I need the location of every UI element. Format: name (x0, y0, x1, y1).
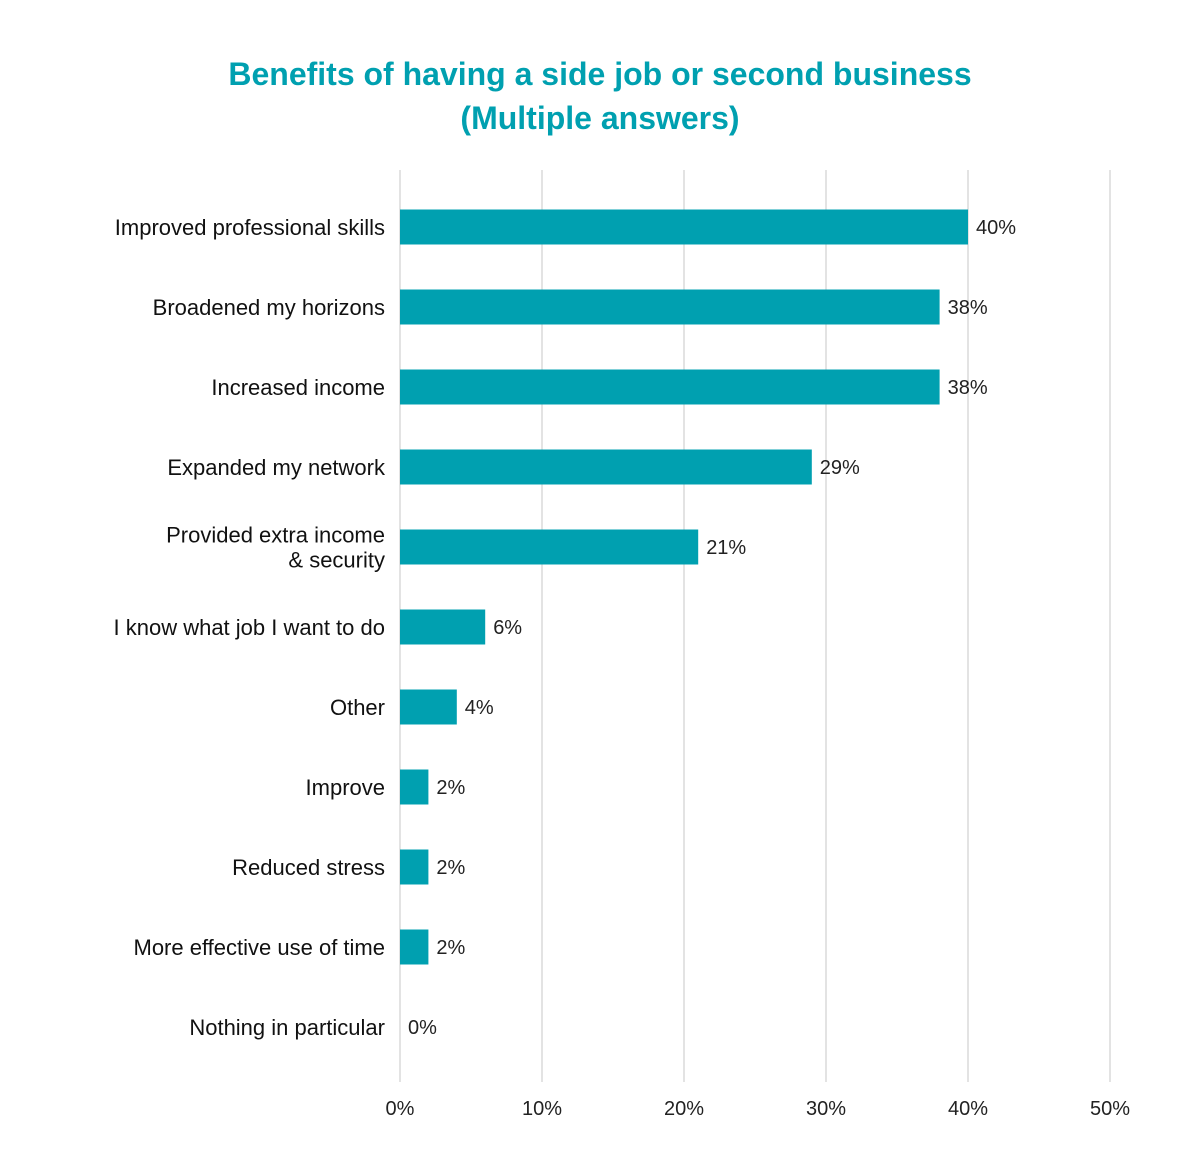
value-label: 2% (436, 937, 465, 959)
value-label: 2% (436, 857, 465, 879)
x-tick-label: 10% (522, 1098, 562, 1120)
category-label: Nothing in particular (189, 1015, 385, 1040)
value-label: 2% (436, 777, 465, 799)
category-label: & security (288, 548, 385, 573)
value-labels: 40% 38% 38% 29% 21% 6% 4% 2% 2% 2% 0% (408, 217, 1016, 1039)
value-label: 6% (493, 617, 522, 639)
category-label: Improved professional skills (115, 215, 385, 240)
bar (400, 529, 699, 565)
value-label: 40% (976, 217, 1016, 239)
bar (400, 849, 429, 885)
category-label: Reduced stress (232, 855, 385, 880)
x-tick-label: 50% (1090, 1098, 1130, 1120)
bar (400, 209, 968, 245)
value-label: 38% (948, 297, 988, 319)
bar (400, 449, 812, 485)
x-tick-label: 30% (806, 1098, 846, 1120)
category-label: More effective use of time (134, 935, 386, 960)
bar (400, 289, 940, 325)
category-label: I know what job I want to do (114, 615, 386, 640)
bar (400, 929, 429, 965)
value-label: 0% (408, 1017, 437, 1039)
bar (400, 689, 457, 725)
category-label: Increased income (211, 375, 385, 400)
category-labels: Improved professional skills Broadened my… (114, 215, 386, 1040)
x-tick-label: 20% (664, 1098, 704, 1120)
bars (400, 209, 968, 965)
bar (400, 369, 940, 405)
value-label: 29% (820, 457, 860, 479)
category-label: Other (330, 695, 385, 720)
value-label: 4% (465, 697, 494, 719)
category-label: Broadened my horizons (153, 295, 385, 320)
x-tick-label: 0% (386, 1098, 415, 1120)
x-tick-label: 40% (948, 1098, 988, 1120)
category-label: Improve (306, 775, 385, 800)
bar (400, 769, 429, 805)
chart-subtitle-line: (Multiple answers) (460, 100, 740, 136)
value-label: 38% (948, 377, 988, 399)
value-label: 21% (706, 537, 746, 559)
chart-title: Benefits of having a side job or second … (0, 52, 1200, 140)
category-label: Expanded my network (167, 455, 386, 480)
bar (400, 609, 486, 645)
x-axis-tick-labels: 0% 10% 20% 30% 40% 50% (386, 1098, 1131, 1120)
category-label: Provided extra income (166, 523, 385, 548)
chart-title-line: Benefits of having a side job or second … (228, 56, 972, 92)
